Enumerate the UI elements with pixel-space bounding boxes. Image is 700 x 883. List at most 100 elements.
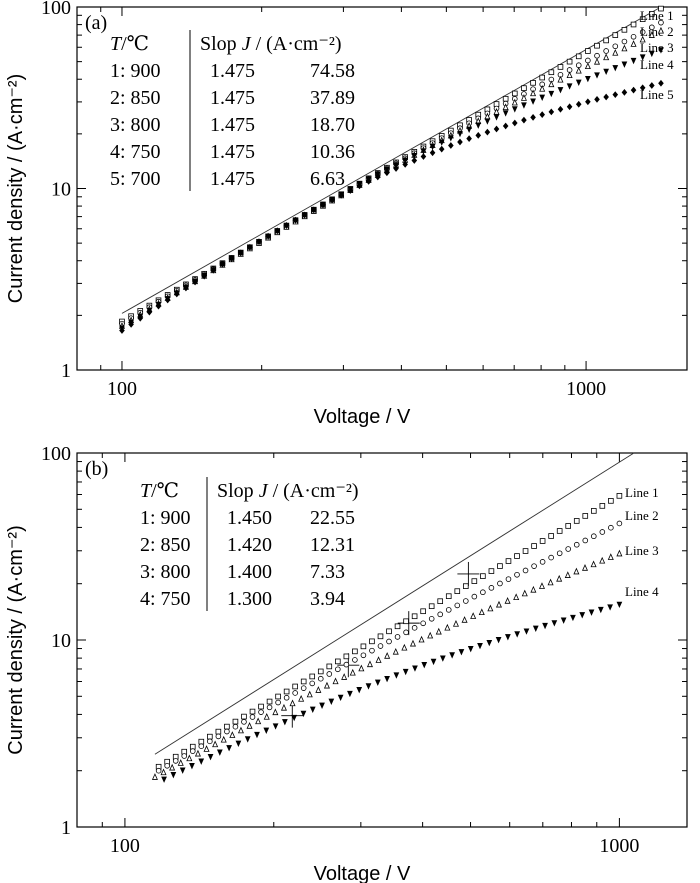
series-1: Line 1 [155,485,659,770]
data-point [201,272,207,280]
data-point [495,600,502,608]
y-tick-label: 100 [41,0,71,19]
data-point [266,704,273,711]
data-point [487,604,494,612]
data-point [226,745,232,752]
data-point [502,95,509,102]
data-point [573,541,580,548]
data-point [612,65,619,72]
data-point [332,677,339,685]
data-point [428,616,435,622]
data-point [119,327,125,334]
data-point [548,80,555,88]
data-point [207,733,213,740]
data-point [581,564,589,571]
data-point [594,52,600,59]
data-point [254,731,260,739]
data-point [505,634,511,641]
data-point [493,108,500,115]
data-point [514,571,520,578]
data-point [301,211,308,219]
data-point [179,767,186,774]
data-point [402,668,409,676]
data-point [255,717,262,725]
legend-row-j: 74.58 [310,60,355,82]
data-point [189,748,196,754]
data-point [309,680,316,687]
data-point [177,759,184,766]
data-point [366,660,373,668]
data-point [520,94,527,101]
data-point [539,559,546,565]
data-point [616,493,623,499]
data-point [452,619,459,627]
data-point [480,573,486,579]
data-point [548,533,554,539]
data-point [309,706,316,714]
data-point [539,538,546,544]
data-point [335,658,341,665]
data-point [513,593,520,600]
series-4: Line 4 [161,584,659,783]
chart-panel-1: 100 1000 1 10 100 Voltage / V Current density … [5,0,688,428]
data-point [621,27,628,33]
data-point [539,74,545,81]
data-point [444,623,451,631]
data-point [343,653,350,660]
data-point [471,593,478,600]
data-point [505,576,512,582]
data-point [283,222,290,229]
data-point [649,82,655,89]
data-point [374,173,381,181]
data-point [265,232,271,240]
data-point [173,290,180,298]
series-label: Line 2 [640,24,674,39]
data-point [582,537,589,544]
data-point [272,708,279,716]
data-point [639,35,646,43]
data-point [369,647,375,654]
data-point [585,57,591,64]
legend-table: T/℃ Slop J / (A·cm⁻²) 1: 900 1.475 74.58 2: 8… [110,30,355,191]
series-4: Line 4 [119,47,674,332]
data-point [300,685,307,691]
data-point [599,529,606,535]
data-point [241,719,247,725]
legend-row-j: 3.94 [310,588,345,610]
data-point [237,249,244,257]
data-point [420,148,427,155]
data-point [439,655,446,662]
data-point [437,611,444,618]
data-point [582,513,589,519]
data-point [466,126,472,134]
legend-row-temp: 4: 750 [110,141,161,163]
data-point [522,548,529,554]
x-tick-label: 1000 [599,835,639,857]
data-point [621,38,628,45]
data-point [566,103,573,111]
data-point [566,83,573,90]
series-label: Line 3 [625,543,659,558]
y-axis-title: Current density / (A·cm⁻²) [5,525,27,754]
data-point [630,57,637,65]
legend-header-j-unit: / (A·cm⁻²) [268,480,359,502]
data-point [657,26,664,34]
data-point [639,54,646,61]
data-point [599,503,606,509]
x-tick-label: 100 [107,378,137,400]
legend-row-slope: 1.400 [227,561,272,583]
data-point [530,585,537,593]
data-point [522,567,529,574]
data-point [429,143,436,151]
data-point [573,518,580,524]
data-point [275,693,281,700]
data-point [639,84,646,92]
data-point [411,152,418,160]
legend-table: T/℃ Slop J / (A·cm⁻²) 1: 900 1.450 22.55 2: 8… [140,477,359,611]
data-point [412,665,418,672]
legend-row-slope: 1.475 [210,60,255,82]
data-point [616,601,623,609]
data-point [505,558,512,564]
data-point [403,618,409,625]
data-point [306,690,313,698]
